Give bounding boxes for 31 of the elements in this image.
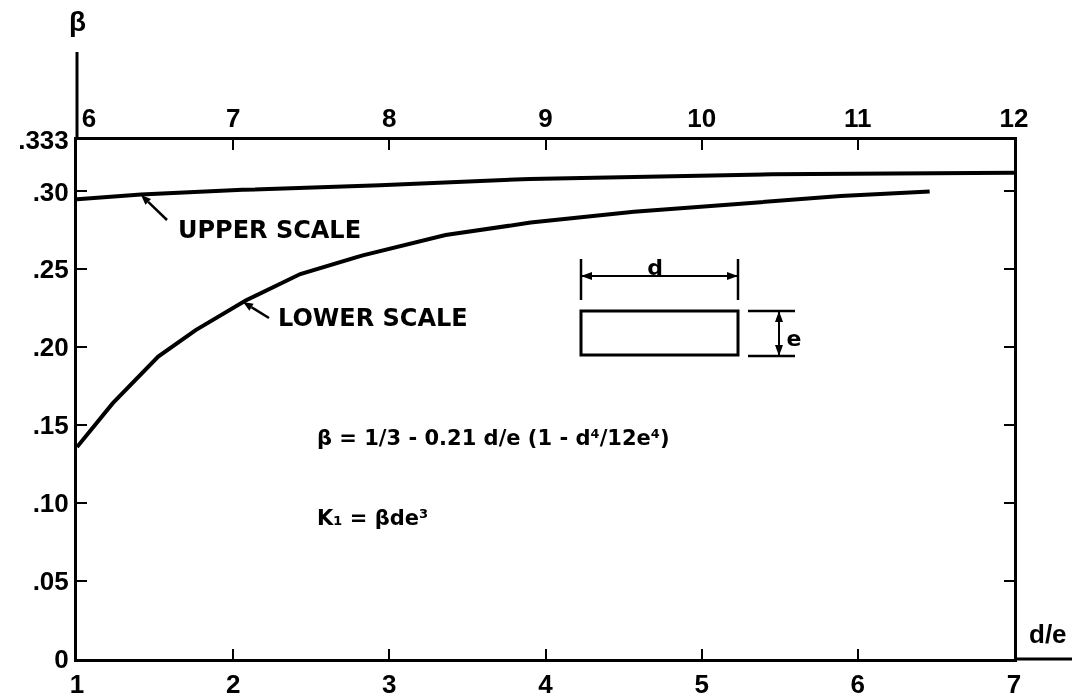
x-tick-label: 7 xyxy=(1006,669,1022,698)
y-tick-label: .333 xyxy=(18,125,69,156)
x-tick-label: 1 xyxy=(69,669,85,698)
y-tick-label: 0 xyxy=(54,644,69,675)
x-tick-label: 5 xyxy=(694,669,709,698)
annotation: e xyxy=(786,325,802,351)
y-axis-title: β xyxy=(69,6,87,37)
annotation: UPPER SCALE xyxy=(178,216,362,244)
x2-tick-label: 8 xyxy=(382,102,397,133)
y-tick-label: .25 xyxy=(32,254,69,285)
x2-tick-label: 7 xyxy=(225,102,241,133)
x-tick-label: 2 xyxy=(225,669,241,698)
y-tick-label: .05 xyxy=(32,566,69,597)
x-tick-label: 4 xyxy=(538,669,554,698)
line-series xyxy=(77,189,932,450)
y-tick-label: .10 xyxy=(32,488,69,519)
annotation: β = 1/3 - 0.21 d/e (1 - d⁴/12e⁴) xyxy=(317,426,670,450)
annotation: LOWER SCALE xyxy=(278,304,468,332)
y-tick-label: .15 xyxy=(32,410,69,441)
x-tick-label: 6 xyxy=(850,669,866,698)
annotation: K₁ = βde³ xyxy=(317,506,429,530)
y-tick-label: .20 xyxy=(32,332,69,363)
x2-tick-label: 6 xyxy=(81,102,97,133)
x2-tick-label: 12 xyxy=(999,102,1029,133)
y-tick-label: .30 xyxy=(32,176,69,207)
x2-tick-label: 9 xyxy=(538,102,553,133)
x2-tick-label: 11 xyxy=(844,102,872,133)
x-tick-label: 3 xyxy=(382,669,397,698)
annotation: d xyxy=(647,254,663,280)
x2-tick-label: 10 xyxy=(687,102,717,133)
x-axis-title: d/e xyxy=(1029,619,1067,649)
